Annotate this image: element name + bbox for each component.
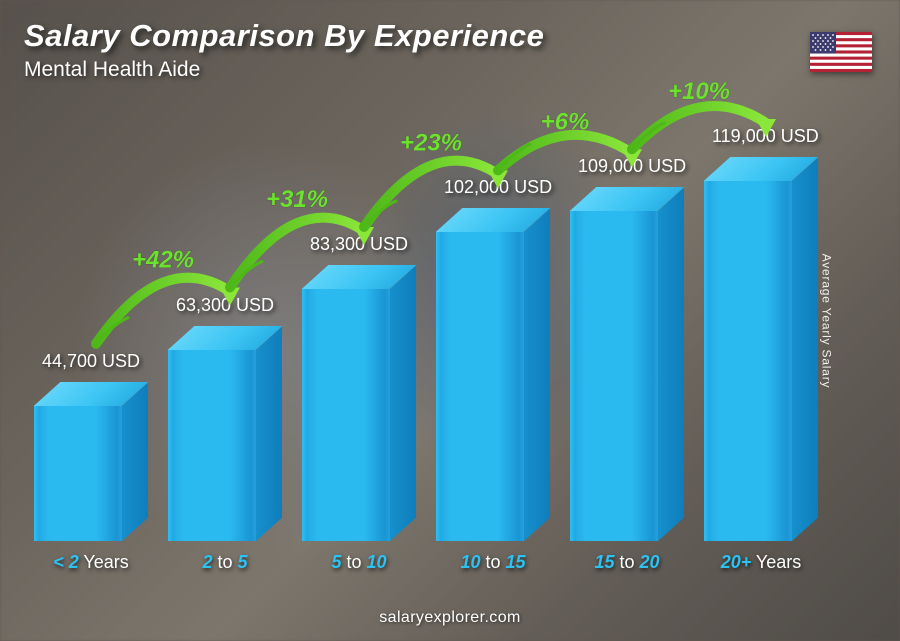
page-subtitle: Mental Health Aide — [24, 58, 544, 82]
increase-arrowhead-icon — [756, 119, 776, 137]
increase-pct-label: +31% — [266, 186, 328, 213]
increase-pct-label: +6% — [541, 108, 590, 135]
increase-pct-label: +23% — [400, 129, 462, 156]
page-title: Salary Comparison By Experience — [24, 18, 544, 54]
increase-arc — [96, 278, 230, 344]
increase-pct-label: +10% — [668, 78, 730, 105]
us-flag-icon — [810, 32, 872, 72]
increase-arc — [364, 161, 498, 227]
increase-pct-label: +42% — [132, 247, 194, 274]
increase-arcs: +42%+31%+23%+6%+10% — [34, 115, 848, 575]
footer-attribution: salaryexplorer.com — [0, 609, 900, 627]
increase-arc — [230, 218, 364, 288]
increase-arc — [632, 106, 766, 149]
bar-chart: 44,700 USD< 2 Years63,300 USD2 to 583,30… — [34, 115, 848, 575]
header: Salary Comparison By Experience Mental H… — [24, 18, 544, 82]
infographic-content: Salary Comparison By Experience Mental H… — [0, 0, 900, 641]
